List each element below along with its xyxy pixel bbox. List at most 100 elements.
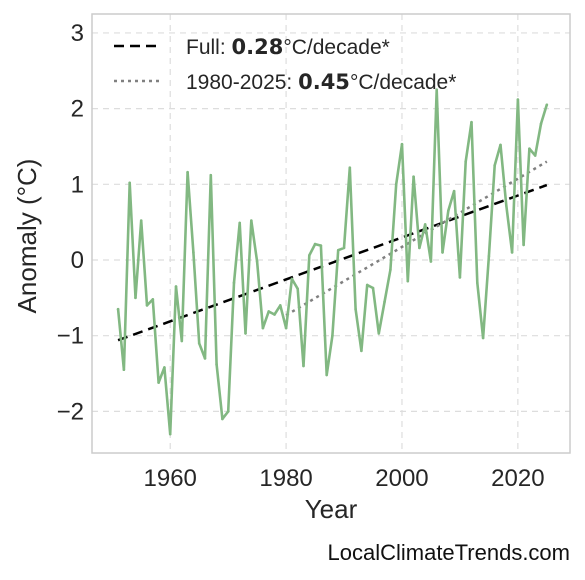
x-axis-title: Year xyxy=(305,494,358,524)
anomaly-point xyxy=(261,326,265,330)
anomaly-point xyxy=(493,164,496,167)
anomaly-point xyxy=(134,296,137,300)
anomaly-point xyxy=(475,281,479,284)
anomaly-point xyxy=(250,219,253,222)
anomaly-point xyxy=(331,334,334,337)
anomaly-point xyxy=(197,341,201,345)
anomaly-point xyxy=(470,120,473,124)
anomaly-point xyxy=(516,98,520,101)
y-tick-label: −2 xyxy=(57,398,84,425)
x-tick-label: 2000 xyxy=(375,465,428,492)
anomaly-point xyxy=(435,88,439,91)
y-tick-label: 1 xyxy=(71,171,84,198)
anomaly-point xyxy=(273,313,276,316)
anomaly-point xyxy=(458,276,462,279)
anomaly-point xyxy=(539,122,543,126)
anomaly-point xyxy=(290,277,294,281)
x-tick-labels: 1960 1980 2000 2020 xyxy=(144,465,545,492)
legend-recent-suffix: °C/decade* xyxy=(350,71,456,94)
y-tick-label: 3 xyxy=(71,20,84,47)
anomaly-point xyxy=(394,183,398,186)
anomaly-point xyxy=(348,166,352,169)
anomaly-point xyxy=(360,349,363,353)
trend-line-full xyxy=(117,183,548,342)
anomaly-point xyxy=(215,363,218,366)
anomaly-point xyxy=(429,260,433,263)
anomaly-point xyxy=(487,254,491,258)
legend-label-recent: 1980-2025: 0.45°C/decade* xyxy=(186,70,456,94)
anomaly-point xyxy=(157,381,160,384)
anomaly-point xyxy=(452,189,456,193)
anomaly-point xyxy=(545,103,549,107)
series-group xyxy=(116,88,549,436)
anomaly-point xyxy=(464,160,468,163)
anomaly-point xyxy=(307,254,311,257)
anomaly-point xyxy=(186,170,189,174)
anomaly-point xyxy=(174,285,178,288)
y-tick-label: 0 xyxy=(71,247,84,274)
anomaly-point xyxy=(510,251,514,254)
plot-frame xyxy=(91,13,571,454)
anomaly-point xyxy=(528,147,531,151)
anomaly-point xyxy=(412,175,415,179)
anomaly-point xyxy=(447,209,450,213)
anomaly-point xyxy=(499,143,502,147)
legend-full-prefix: Full: xyxy=(186,36,232,59)
anomaly-point xyxy=(244,332,247,335)
anomaly-point xyxy=(145,304,149,307)
y-tick-labels: −2 −1 0 1 2 3 xyxy=(57,20,84,425)
anomaly-point xyxy=(163,366,166,369)
anomaly-point xyxy=(504,204,508,207)
anomaly-point xyxy=(180,339,184,343)
anomaly-point xyxy=(128,181,131,185)
legend-full-value: 0.28 xyxy=(232,35,284,59)
anomaly-point xyxy=(255,260,259,263)
anomaly-point xyxy=(418,246,421,250)
anomaly-point xyxy=(203,357,207,360)
anomaly-point xyxy=(232,281,236,284)
anomaly-point xyxy=(116,307,120,311)
legend: Full: 0.28°C/decade* 1980-2025: 0.45°C/d… xyxy=(114,35,456,94)
anomaly-point xyxy=(342,246,346,250)
y-axis-title: Anomaly (°C) xyxy=(12,159,42,314)
anomaly-point xyxy=(365,283,369,287)
anomaly-point xyxy=(336,248,340,252)
anomaly-point xyxy=(377,332,381,335)
y-tick-label: 2 xyxy=(71,96,84,123)
anomaly-point xyxy=(122,368,126,372)
watermark: LocalClimateTrends.com xyxy=(328,540,571,565)
legend-label-full: Full: 0.28°C/decade* xyxy=(186,35,390,59)
anomaly-point xyxy=(209,173,213,177)
anomaly-point xyxy=(238,221,242,225)
legend-recent-value: 0.45 xyxy=(298,70,350,94)
anomaly-point xyxy=(221,417,224,421)
anomaly-point xyxy=(406,279,410,283)
anomaly-point xyxy=(522,243,525,247)
anomaly-point xyxy=(319,244,323,247)
legend-full-suffix: °C/decade* xyxy=(283,36,389,59)
anomaly-point xyxy=(226,410,230,413)
anomaly-point xyxy=(284,326,288,330)
anomaly-point xyxy=(151,298,155,301)
anomaly-point xyxy=(192,251,195,254)
anomaly-point xyxy=(267,310,271,313)
anomaly-point xyxy=(354,307,357,311)
anomaly-point xyxy=(313,242,317,246)
anomaly-point xyxy=(325,373,328,377)
x-tick-label: 2020 xyxy=(491,465,544,492)
anomaly-point xyxy=(441,251,444,254)
anomaly-point xyxy=(423,223,427,226)
anomaly-point xyxy=(302,364,305,368)
anomaly-point xyxy=(400,142,404,146)
anomaly-point xyxy=(533,154,537,157)
anomaly-point xyxy=(279,304,282,307)
anomaly-point xyxy=(168,432,172,436)
x-tick-label: 1980 xyxy=(259,465,312,492)
anomaly-point xyxy=(481,336,485,340)
x-tick-label: 1960 xyxy=(144,465,197,492)
y-tick-label: −1 xyxy=(57,323,84,350)
anomaly-point xyxy=(371,286,375,290)
anomaly-point xyxy=(296,287,299,291)
anomaly-point xyxy=(139,219,143,222)
